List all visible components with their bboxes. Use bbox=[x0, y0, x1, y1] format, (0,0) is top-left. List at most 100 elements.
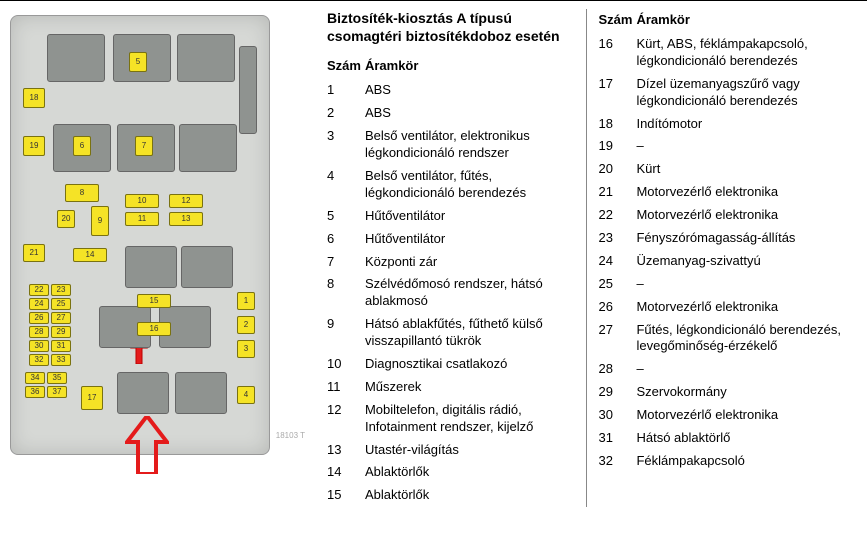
cell-circuit: Fűtés, légkondicionáló berendezés, leveg… bbox=[636, 319, 845, 359]
cell-circuit: Fényszórómagasság-állítás bbox=[636, 227, 845, 250]
cell-circuit: Üzemanyag-szivattyú bbox=[636, 250, 845, 273]
cell-num: 20 bbox=[599, 158, 637, 181]
relay-block bbox=[181, 246, 233, 288]
cell-circuit: Motorvezérlő elektronika bbox=[636, 296, 845, 319]
relay-block bbox=[175, 372, 227, 414]
image-number: 18103 T bbox=[276, 431, 305, 440]
relay-block bbox=[177, 34, 235, 82]
fuse-11: 11 bbox=[125, 212, 159, 226]
table-row: 31Hátsó ablaktörlő bbox=[599, 427, 846, 450]
cell-num: 24 bbox=[599, 250, 637, 273]
fuse-1: 1 bbox=[237, 292, 255, 310]
table-row: 27Fűtés, légkondicionáló berendezés, lev… bbox=[599, 319, 846, 359]
cell-num: 12 bbox=[327, 399, 365, 439]
fuse-7: 7 bbox=[135, 136, 153, 156]
table-row: 25– bbox=[599, 273, 846, 296]
cell-circuit: Szervokormány bbox=[636, 381, 845, 404]
fuse-15: 15 bbox=[137, 294, 171, 308]
cell-circuit: Hátsó ablakfűtés, fűthető külső visszapi… bbox=[365, 313, 574, 353]
cell-num: 5 bbox=[327, 205, 365, 228]
fuse-31: 31 bbox=[51, 340, 71, 352]
cell-num: 4 bbox=[327, 165, 365, 205]
fuse-6: 6 bbox=[73, 136, 91, 156]
cell-circuit: Ablaktörlők bbox=[365, 461, 574, 484]
fuse-33: 33 bbox=[51, 354, 71, 366]
table-row: 16Kürt, ABS, féklámpakapcsoló, légkondic… bbox=[599, 33, 846, 73]
table-row: 12Mobiltelefon, digitális rádió, Infotai… bbox=[327, 399, 574, 439]
cell-num: 6 bbox=[327, 228, 365, 251]
fuse-table-right: Szám Áramkör 16Kürt, ABS, féklámpakapcso… bbox=[599, 9, 846, 473]
cell-circuit: Központi zár bbox=[365, 251, 574, 274]
table-row: 5Hűtőventilátor bbox=[327, 205, 574, 228]
cell-num: 15 bbox=[327, 484, 365, 507]
cell-circuit: Kürt, ABS, féklámpakapcsoló, légkondicio… bbox=[636, 33, 845, 73]
cell-num: 3 bbox=[327, 125, 365, 165]
fuse-26: 26 bbox=[29, 312, 49, 324]
table-row: 18Indítómotor bbox=[599, 113, 846, 136]
table-row: 22Motorvezérlő elektronika bbox=[599, 204, 846, 227]
fuse-9: 9 bbox=[91, 206, 109, 236]
table-row: 28– bbox=[599, 358, 846, 381]
fuse-20: 20 bbox=[57, 210, 75, 228]
cell-num: 1 bbox=[327, 79, 365, 102]
cell-circuit: Hűtőventilátor bbox=[365, 205, 574, 228]
fuse-2: 2 bbox=[237, 316, 255, 334]
cell-num: 29 bbox=[599, 381, 637, 404]
cell-circuit: – bbox=[636, 273, 845, 296]
fuse-8: 8 bbox=[65, 184, 99, 202]
fuse-23: 23 bbox=[51, 284, 71, 296]
cell-num: 8 bbox=[327, 273, 365, 313]
table-row: 7Központi zár bbox=[327, 251, 574, 274]
table-row: 32Féklámpakapcsoló bbox=[599, 450, 846, 473]
table-row: 26Motorvezérlő elektronika bbox=[599, 296, 846, 319]
relay-block bbox=[179, 124, 237, 172]
table-row: 24Üzemanyag-szivattyú bbox=[599, 250, 846, 273]
fuse-17: 17 bbox=[81, 386, 103, 410]
relay-block bbox=[239, 46, 257, 134]
page: 18103 T 51819678209101112132114222324252… bbox=[0, 0, 867, 515]
cell-circuit: Belső ventilátor, elektronikus légkondic… bbox=[365, 125, 574, 165]
cell-circuit: Dízel üzemanyagszűrő vagy légkondicionál… bbox=[636, 73, 845, 113]
table-row: 4Belső ventilátor, fűtés, légkondicionál… bbox=[327, 165, 574, 205]
cell-num: 17 bbox=[599, 73, 637, 113]
header-num: Szám bbox=[327, 55, 365, 79]
cell-num: 30 bbox=[599, 404, 637, 427]
table-row: 15Ablaktörlők bbox=[327, 484, 574, 507]
fuse-16: 16 bbox=[137, 322, 171, 336]
table-row: 20Kürt bbox=[599, 158, 846, 181]
cell-circuit: Motorvezérlő elektronika bbox=[636, 181, 845, 204]
cell-circuit: Mobiltelefon, digitális rádió, Infotainm… bbox=[365, 399, 574, 439]
cell-num: 18 bbox=[599, 113, 637, 136]
cell-circuit: Féklámpakapcsoló bbox=[636, 450, 845, 473]
fuse-18: 18 bbox=[23, 88, 45, 108]
table-row: 6Hűtőventilátor bbox=[327, 228, 574, 251]
fuse-35: 35 bbox=[47, 372, 67, 384]
table-row: 8Szélvédőmosó rendszer, hátsó ablakmosó bbox=[327, 273, 574, 313]
fuse-4: 4 bbox=[237, 386, 255, 404]
table-row: 19– bbox=[599, 135, 846, 158]
cell-num: 11 bbox=[327, 376, 365, 399]
cell-circuit: Motorvezérlő elektronika bbox=[636, 204, 845, 227]
table-row: 17Dízel üzemanyagszűrő vagy légkondicion… bbox=[599, 73, 846, 113]
table-column-1: Biztosíték-kiosztás A típusú csomagtéri … bbox=[315, 9, 587, 507]
fuse-29: 29 bbox=[51, 326, 71, 338]
cell-num: 7 bbox=[327, 251, 365, 274]
cell-num: 10 bbox=[327, 353, 365, 376]
cell-num: 28 bbox=[599, 358, 637, 381]
cell-num: 13 bbox=[327, 439, 365, 462]
cell-num: 16 bbox=[599, 33, 637, 73]
fuse-30: 30 bbox=[29, 340, 49, 352]
fuse-22: 22 bbox=[29, 284, 49, 296]
fuse-21: 21 bbox=[23, 244, 45, 262]
cell-circuit: Indítómotor bbox=[636, 113, 845, 136]
fuse-24: 24 bbox=[29, 298, 49, 310]
cell-num: 23 bbox=[599, 227, 637, 250]
table-row: 1ABS bbox=[327, 79, 574, 102]
header-circuit: Áramkör bbox=[365, 55, 574, 79]
cell-circuit: ABS bbox=[365, 102, 574, 125]
cell-num: 9 bbox=[327, 313, 365, 353]
relay-block bbox=[125, 246, 177, 288]
cell-circuit: Motorvezérlő elektronika bbox=[636, 404, 845, 427]
cell-circuit: Hátsó ablaktörlő bbox=[636, 427, 845, 450]
table-row: 9Hátsó ablakfűtés, fűthető külső visszap… bbox=[327, 313, 574, 353]
